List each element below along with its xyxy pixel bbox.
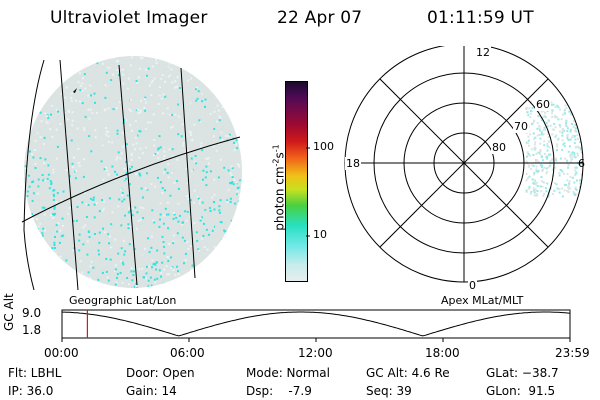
timeline-ytick-max: 9.0 [22, 306, 42, 320]
info-mode: Mode: Normal [246, 366, 330, 380]
colorbar-ticks [306, 147, 310, 237]
mlt-label-0: 0 [468, 279, 477, 292]
colorbar-unit-label: photon cm-2s-1 [271, 144, 287, 231]
polar-uv-speckle [525, 101, 583, 198]
info-gc-alt: GC Alt: 4.6 Re [366, 366, 450, 380]
info-ip: IP: 36.0 [8, 384, 54, 398]
altitude-curve [62, 311, 571, 337]
info-glon: GLon: 91.5 [486, 384, 556, 398]
timeline-ytick-min: 1.8 [22, 323, 42, 337]
timeline-ticks [61, 338, 571, 342]
lat-label-80: 80 [491, 141, 507, 154]
time-label: 01:11:59 UT [427, 8, 534, 28]
timeline-xtick-0000: 00:00 [44, 346, 79, 360]
date-label: 22 Apr 07 [277, 8, 363, 28]
timeline-xtick-1800: 18:00 [425, 346, 460, 360]
mlt-label-18: 18 [345, 157, 361, 170]
info-glat: GLat: −38.7 [486, 366, 559, 380]
lat-label-70: 70 [513, 120, 529, 133]
info-seq: Seq: 39 [366, 384, 412, 398]
lat-lon-grid [21, 59, 241, 290]
app-title: Ultraviolet Imager [50, 8, 208, 28]
right-panel-caption: Apex MLat/MLT [441, 294, 524, 307]
mlt-label-12: 12 [475, 46, 491, 59]
timeline-xtick-0600: 06:00 [170, 346, 205, 360]
colorbar-tick-10: 10 [313, 228, 327, 241]
polar-grid [344, 46, 584, 283]
mlt-label-6: 6 [578, 157, 585, 170]
colorbar [285, 81, 308, 282]
lat-label-60: 60 [535, 98, 551, 111]
timeline-xtick-1200: 12:00 [298, 346, 333, 360]
info-dsp: Dsp: -7.9 [246, 384, 312, 398]
colorbar-tick-100: 100 [313, 140, 334, 153]
timeline-plot [61, 309, 571, 342]
left-panel-caption: Geographic Lat/Lon [69, 294, 177, 307]
info-gain: Gain: 14 [126, 384, 177, 398]
timeline-frame [61, 309, 571, 339]
info-flt: Flt: LBHL [8, 366, 62, 380]
polar-mlt-plot [344, 46, 584, 283]
geographic-image-panel [21, 56, 242, 290]
timeline-xtick-2359: 23:59 [555, 346, 590, 360]
timeline-ylabel: GC Alt [2, 293, 16, 331]
info-door: Door: Open [126, 366, 195, 380]
small-marker-icon [73, 88, 77, 93]
